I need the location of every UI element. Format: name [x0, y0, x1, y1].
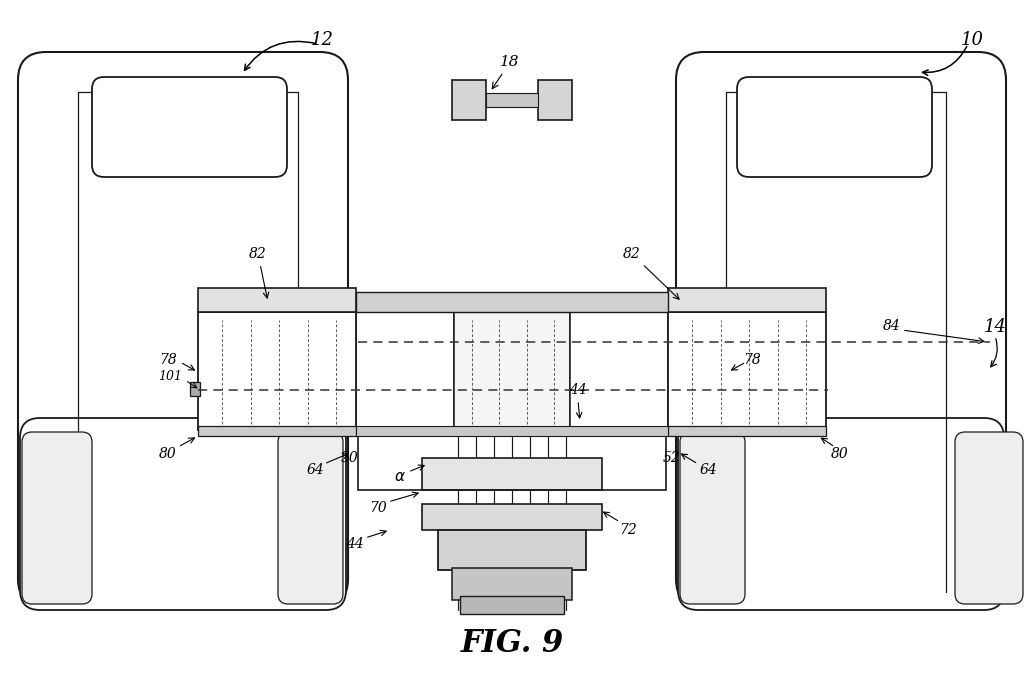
Bar	[438, 530, 586, 570]
Bar	[570, 312, 668, 430]
Bar	[356, 292, 668, 312]
Bar	[356, 426, 668, 436]
Bar	[668, 426, 826, 436]
Text: 50: 50	[341, 451, 358, 465]
FancyBboxPatch shape	[680, 432, 745, 604]
FancyBboxPatch shape	[737, 77, 932, 177]
Text: 82: 82	[624, 247, 679, 299]
Text: 14: 14	[983, 318, 1007, 336]
Bar	[198, 312, 356, 430]
Text: 64: 64	[699, 463, 717, 477]
Bar	[668, 312, 826, 430]
Text: 78: 78	[159, 353, 177, 367]
Text: $\alpha$: $\alpha$	[394, 470, 406, 484]
Text: 84: 84	[883, 319, 901, 333]
Bar	[198, 426, 356, 436]
Text: 12: 12	[310, 31, 334, 49]
Text: 72: 72	[620, 523, 637, 537]
Text: 82: 82	[249, 247, 268, 298]
Text: 52: 52	[664, 451, 681, 465]
Bar	[538, 80, 572, 120]
Bar	[668, 288, 826, 312]
Bar	[454, 312, 570, 430]
Text: 44: 44	[569, 383, 587, 397]
Text: 64: 64	[306, 463, 324, 477]
Bar	[356, 312, 454, 430]
Text: 80: 80	[831, 447, 849, 461]
FancyBboxPatch shape	[92, 77, 287, 177]
FancyBboxPatch shape	[278, 432, 343, 604]
FancyBboxPatch shape	[18, 52, 348, 607]
Bar	[452, 568, 572, 600]
Text: 18: 18	[493, 55, 520, 89]
Text: 78: 78	[743, 353, 761, 367]
Bar	[486, 93, 538, 107]
FancyBboxPatch shape	[678, 418, 1004, 610]
Text: FIG. 9: FIG. 9	[461, 629, 563, 659]
Bar	[358, 436, 666, 490]
Bar	[460, 596, 564, 614]
Bar	[452, 80, 486, 120]
FancyBboxPatch shape	[955, 432, 1023, 604]
Bar	[422, 458, 602, 490]
Text: 70: 70	[369, 501, 387, 515]
Text: 10: 10	[961, 31, 983, 49]
Text: 101: 101	[158, 370, 182, 383]
FancyBboxPatch shape	[20, 418, 346, 610]
Text: 44: 44	[346, 537, 364, 551]
Bar	[422, 504, 602, 530]
FancyBboxPatch shape	[22, 432, 92, 604]
Text: 80: 80	[159, 447, 177, 461]
Bar	[198, 288, 356, 312]
FancyBboxPatch shape	[676, 52, 1006, 607]
Bar	[190, 382, 200, 396]
